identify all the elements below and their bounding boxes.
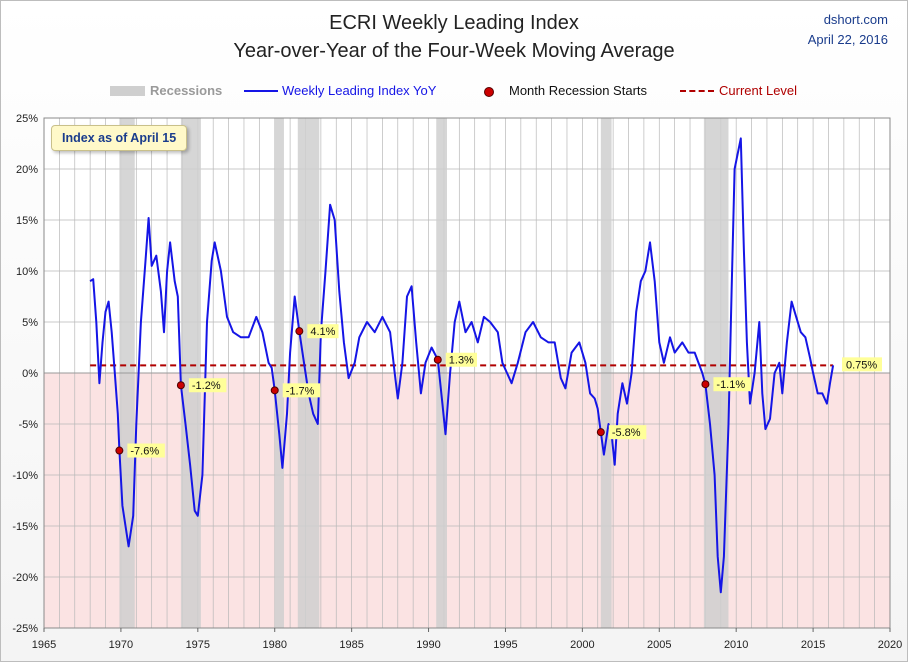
recession-start-marker: [295, 327, 304, 336]
data-label-background: [282, 383, 321, 398]
recession-start-marker: [433, 355, 442, 364]
x-tick-label: 2010: [724, 639, 748, 651]
data-label-background: [713, 377, 751, 392]
legend-current-label: Current Level: [719, 83, 798, 98]
recession-start-marker: [701, 380, 710, 389]
data-label-background: [307, 324, 339, 339]
data-label-background: [127, 443, 165, 458]
recession-start-marker: [115, 446, 124, 455]
data-label-background: [608, 425, 647, 440]
legend-marker-swatch: [484, 87, 494, 97]
legend-starts-label: Month Recession Starts: [509, 83, 648, 98]
x-tick-label: 1995: [493, 639, 517, 651]
x-tick-label: 1990: [416, 639, 440, 651]
x-tick-label: 1970: [109, 639, 133, 651]
data-label: -7.6%: [130, 446, 159, 458]
y-tick-label: -15%: [12, 521, 38, 533]
x-tick-label: 1965: [32, 639, 56, 651]
y-tick-label: 0%: [22, 368, 38, 380]
legend: Recessions Weekly Leading Index YoY Mont…: [0, 82, 908, 102]
data-label: -5.8%: [612, 427, 641, 439]
y-tick-label: 10%: [16, 266, 38, 278]
legend-recessions-label: Recessions: [150, 83, 223, 98]
x-tick-label: 1980: [262, 639, 286, 651]
recession-start-marker: [176, 381, 185, 390]
x-tick-label: 2000: [570, 639, 594, 651]
data-label: 4.1%: [310, 326, 335, 338]
y-tick-label: 5%: [22, 317, 38, 329]
data-label: -1.7%: [286, 385, 315, 397]
data-label-background: [188, 378, 227, 393]
index-note: Index as of April 15: [51, 125, 188, 151]
source-label: dshort.com: [823, 12, 888, 27]
data-label: 1.3%: [449, 355, 474, 367]
legend-recession-swatch: [110, 86, 145, 96]
data-label: -1.2%: [192, 380, 221, 392]
current-level-label-background: [842, 357, 882, 372]
data-label-background: [445, 352, 477, 367]
chart-subtitle: Year-over-Year of the Four-Week Moving A…: [233, 40, 675, 62]
y-tick-label: 25%: [16, 113, 38, 125]
date-label: April 22, 2016: [807, 32, 888, 47]
y-tick-label: 20%: [16, 164, 38, 176]
y-tick-label: 15%: [16, 215, 38, 227]
recession-start-marker: [270, 386, 279, 395]
y-tick-label: -25%: [12, 623, 38, 635]
y-tick-label: -10%: [12, 470, 38, 482]
legend-series-label: Weekly Leading Index YoY: [282, 83, 437, 98]
y-tick-label: -5%: [18, 419, 38, 431]
y-tick-label: -20%: [12, 572, 38, 584]
plot-border: [43, 117, 891, 629]
x-tick-label: 2005: [647, 639, 671, 651]
x-tick-label: 1975: [186, 639, 210, 651]
x-tick-label: 2015: [801, 639, 825, 651]
x-tick-label: 1985: [339, 639, 363, 651]
x-tick-label: 2020: [878, 639, 902, 651]
recession-start-marker: [596, 428, 605, 437]
chart-title: ECRI Weekly Leading Index: [329, 12, 579, 34]
legend-current-swatch: [680, 90, 714, 92]
current-level-label: 0.75%: [846, 359, 877, 371]
legend-series-swatch: [244, 90, 278, 92]
data-label: -1.1%: [716, 379, 745, 391]
